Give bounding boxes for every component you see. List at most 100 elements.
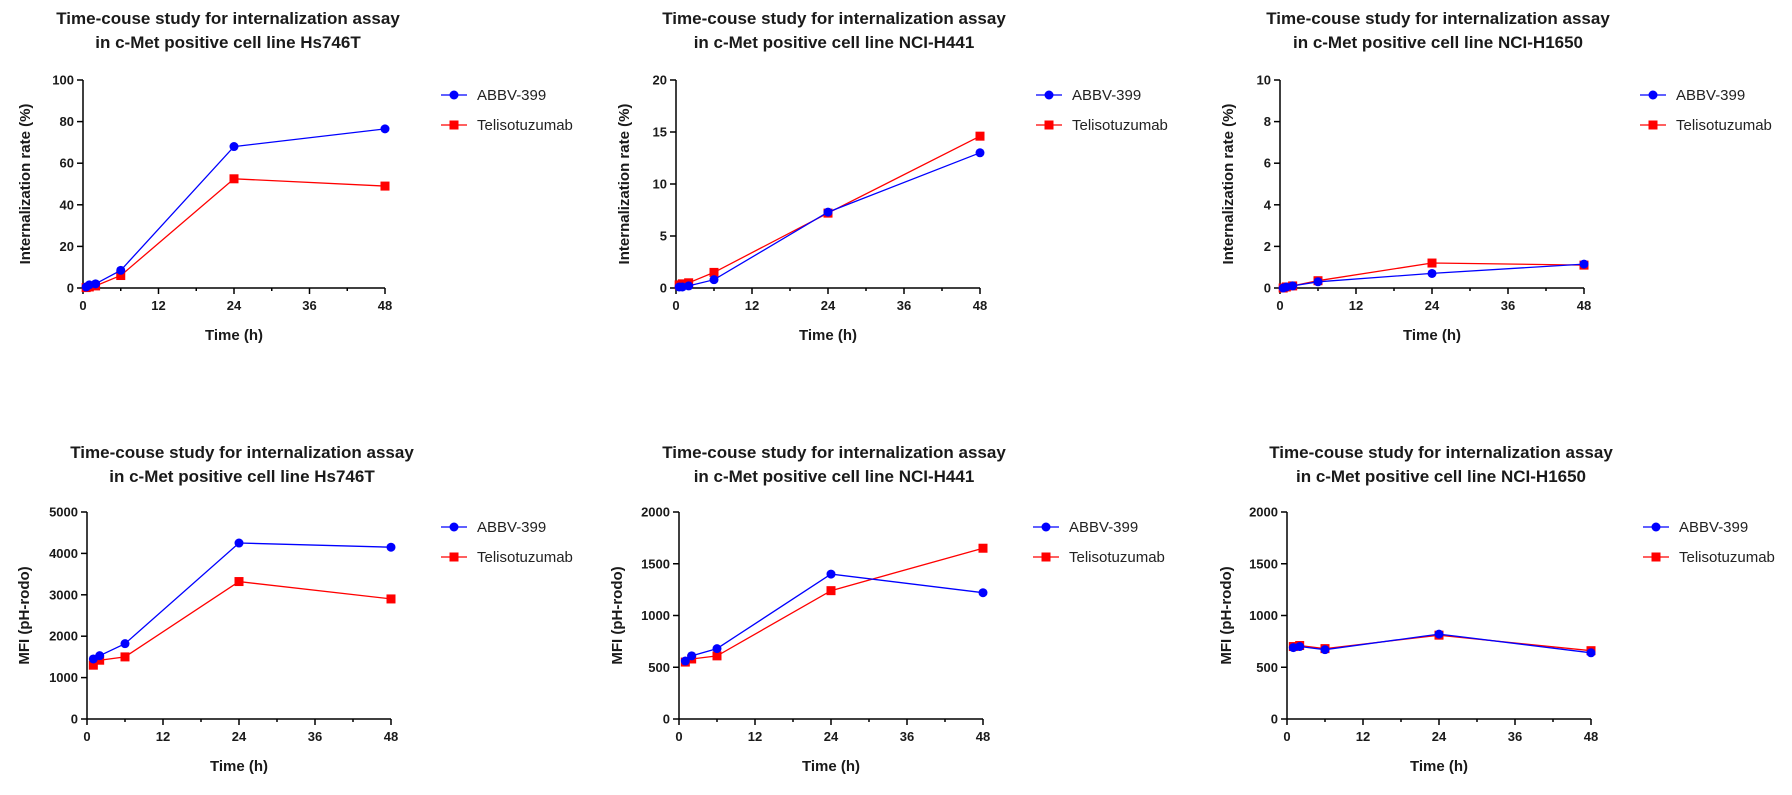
x-tick-label: 0 xyxy=(1283,729,1290,744)
x-tick-label: 36 xyxy=(900,729,914,744)
data-point-abbv-399 xyxy=(120,639,130,649)
y-axis-label: Internalization rate (%) xyxy=(616,104,633,265)
x-tick-label: 48 xyxy=(378,298,392,313)
data-point-abbv-399 xyxy=(1434,629,1444,639)
chart-panel-2: Time-couse study for internalization ass… xyxy=(616,9,1168,344)
legend-marker-square xyxy=(1651,552,1661,562)
legend-marker-circle xyxy=(449,522,459,532)
x-tick-label: 24 xyxy=(1425,298,1440,313)
data-point-abbv-399 xyxy=(712,644,722,654)
chart-title-line: Time-couse study for internalization ass… xyxy=(56,9,400,28)
x-tick-label: 12 xyxy=(1349,298,1363,313)
data-point-abbv-399 xyxy=(386,542,396,552)
legend-marker-circle xyxy=(1651,522,1661,532)
data-point-abbv-399 xyxy=(95,651,105,661)
legend-marker-circle xyxy=(449,90,459,100)
x-tick-label: 0 xyxy=(672,298,679,313)
legend-marker-square xyxy=(1044,120,1054,130)
chart-title-line: Time-couse study for internalization ass… xyxy=(1266,9,1610,28)
x-axis-label: Time (h) xyxy=(210,758,268,775)
data-point-abbv-399 xyxy=(709,275,719,285)
x-tick-label: 36 xyxy=(1508,729,1522,744)
x-axis-label: Time (h) xyxy=(1403,327,1461,344)
data-point-telisotuzumab xyxy=(229,174,239,184)
legend-label: ABBV-399 xyxy=(1072,87,1141,104)
y-axis-label: MFI (pH-rodo) xyxy=(609,566,626,664)
y-tick-label: 0 xyxy=(663,712,670,727)
legend-label: ABBV-399 xyxy=(477,519,546,536)
x-tick-label: 48 xyxy=(384,729,398,744)
chart-panel-3: Time-couse study for internalization ass… xyxy=(1220,9,1772,344)
chart-title-line: in c-Met positive cell line NCI-H1650 xyxy=(1293,33,1583,52)
legend-marker-square xyxy=(1041,552,1051,562)
chart-title-line: Time-couse study for internalization ass… xyxy=(70,443,414,462)
y-tick-label: 4000 xyxy=(49,546,78,561)
y-tick-label: 1000 xyxy=(1249,608,1278,623)
y-tick-label: 20 xyxy=(653,73,667,88)
chart-title-line: in c-Met positive cell line NCI-H441 xyxy=(694,33,975,52)
y-tick-label: 4 xyxy=(1264,197,1272,212)
y-axis-label: Internalization rate (%) xyxy=(1220,104,1237,265)
y-tick-label: 3000 xyxy=(49,587,78,602)
y-tick-label: 10 xyxy=(1257,73,1271,88)
x-tick-label: 24 xyxy=(227,298,242,313)
legend-label: Telisotuzumab xyxy=(477,549,573,566)
x-tick-label: 24 xyxy=(1432,729,1447,744)
series-line-telisotuzumab xyxy=(92,580,392,666)
y-tick-label: 10 xyxy=(653,177,667,192)
legend-label: Telisotuzumab xyxy=(1072,117,1168,134)
x-tick-label: 12 xyxy=(151,298,165,313)
y-tick-label: 5 xyxy=(660,229,667,244)
data-point-abbv-399 xyxy=(1320,645,1330,655)
legend-marker-circle xyxy=(1044,90,1054,100)
y-tick-label: 2000 xyxy=(641,505,670,520)
y-tick-label: 40 xyxy=(60,197,74,212)
data-point-abbv-399 xyxy=(975,148,985,158)
x-tick-label: 48 xyxy=(973,298,987,313)
chart-title-line: Time-couse study for internalization ass… xyxy=(662,443,1006,462)
chart-title-line: Time-couse study for internalization ass… xyxy=(662,9,1006,28)
legend-marker-circle xyxy=(1648,90,1658,100)
x-tick-label: 12 xyxy=(1356,729,1370,744)
y-tick-label: 1500 xyxy=(641,556,670,571)
legend-label: ABBV-399 xyxy=(1679,519,1748,536)
y-axis-label: MFI (pH-rodo) xyxy=(1218,566,1235,664)
data-point-telisotuzumab xyxy=(1427,258,1437,268)
y-tick-label: 2000 xyxy=(49,629,78,644)
x-axis-label: Time (h) xyxy=(802,758,860,775)
data-point-abbv-399 xyxy=(823,207,833,217)
x-tick-label: 36 xyxy=(308,729,322,744)
data-point-abbv-399 xyxy=(1288,281,1298,291)
y-tick-label: 2000 xyxy=(1249,505,1278,520)
x-tick-label: 48 xyxy=(1584,729,1598,744)
chart-panel-6: Time-couse study for internalization ass… xyxy=(1218,443,1775,775)
legend-label: Telisotuzumab xyxy=(1676,117,1772,134)
data-point-telisotuzumab xyxy=(380,181,390,191)
y-tick-label: 80 xyxy=(60,114,74,129)
x-tick-label: 0 xyxy=(79,298,86,313)
y-axis-label: MFI (pH-rodo) xyxy=(16,566,33,664)
data-point-telisotuzumab xyxy=(120,652,130,662)
series-line-telisotuzumab xyxy=(85,178,386,289)
data-point-abbv-399 xyxy=(1427,268,1437,278)
chart-title-line: in c-Met positive cell line Hs746T xyxy=(109,467,375,486)
data-point-abbv-399 xyxy=(1295,642,1305,652)
data-point-telisotuzumab xyxy=(116,271,126,281)
x-tick-label: 48 xyxy=(976,729,990,744)
chart-title-line: Time-couse study for internalization ass… xyxy=(1269,443,1613,462)
data-point-abbv-399 xyxy=(229,142,239,152)
data-point-abbv-399 xyxy=(234,538,244,548)
x-axis-label: Time (h) xyxy=(799,327,857,344)
data-point-abbv-399 xyxy=(91,279,101,289)
legend-label: ABBV-399 xyxy=(477,87,546,104)
x-tick-label: 24 xyxy=(824,729,839,744)
chart-title-line: in c-Met positive cell line NCI-H441 xyxy=(694,467,975,486)
legend-marker-square xyxy=(449,120,459,130)
data-point-abbv-399 xyxy=(116,265,126,275)
data-point-telisotuzumab xyxy=(88,660,98,670)
x-tick-label: 12 xyxy=(156,729,170,744)
y-tick-label: 5000 xyxy=(49,505,78,520)
series-line-telisotuzumab xyxy=(685,547,984,663)
data-point-telisotuzumab xyxy=(826,586,836,596)
